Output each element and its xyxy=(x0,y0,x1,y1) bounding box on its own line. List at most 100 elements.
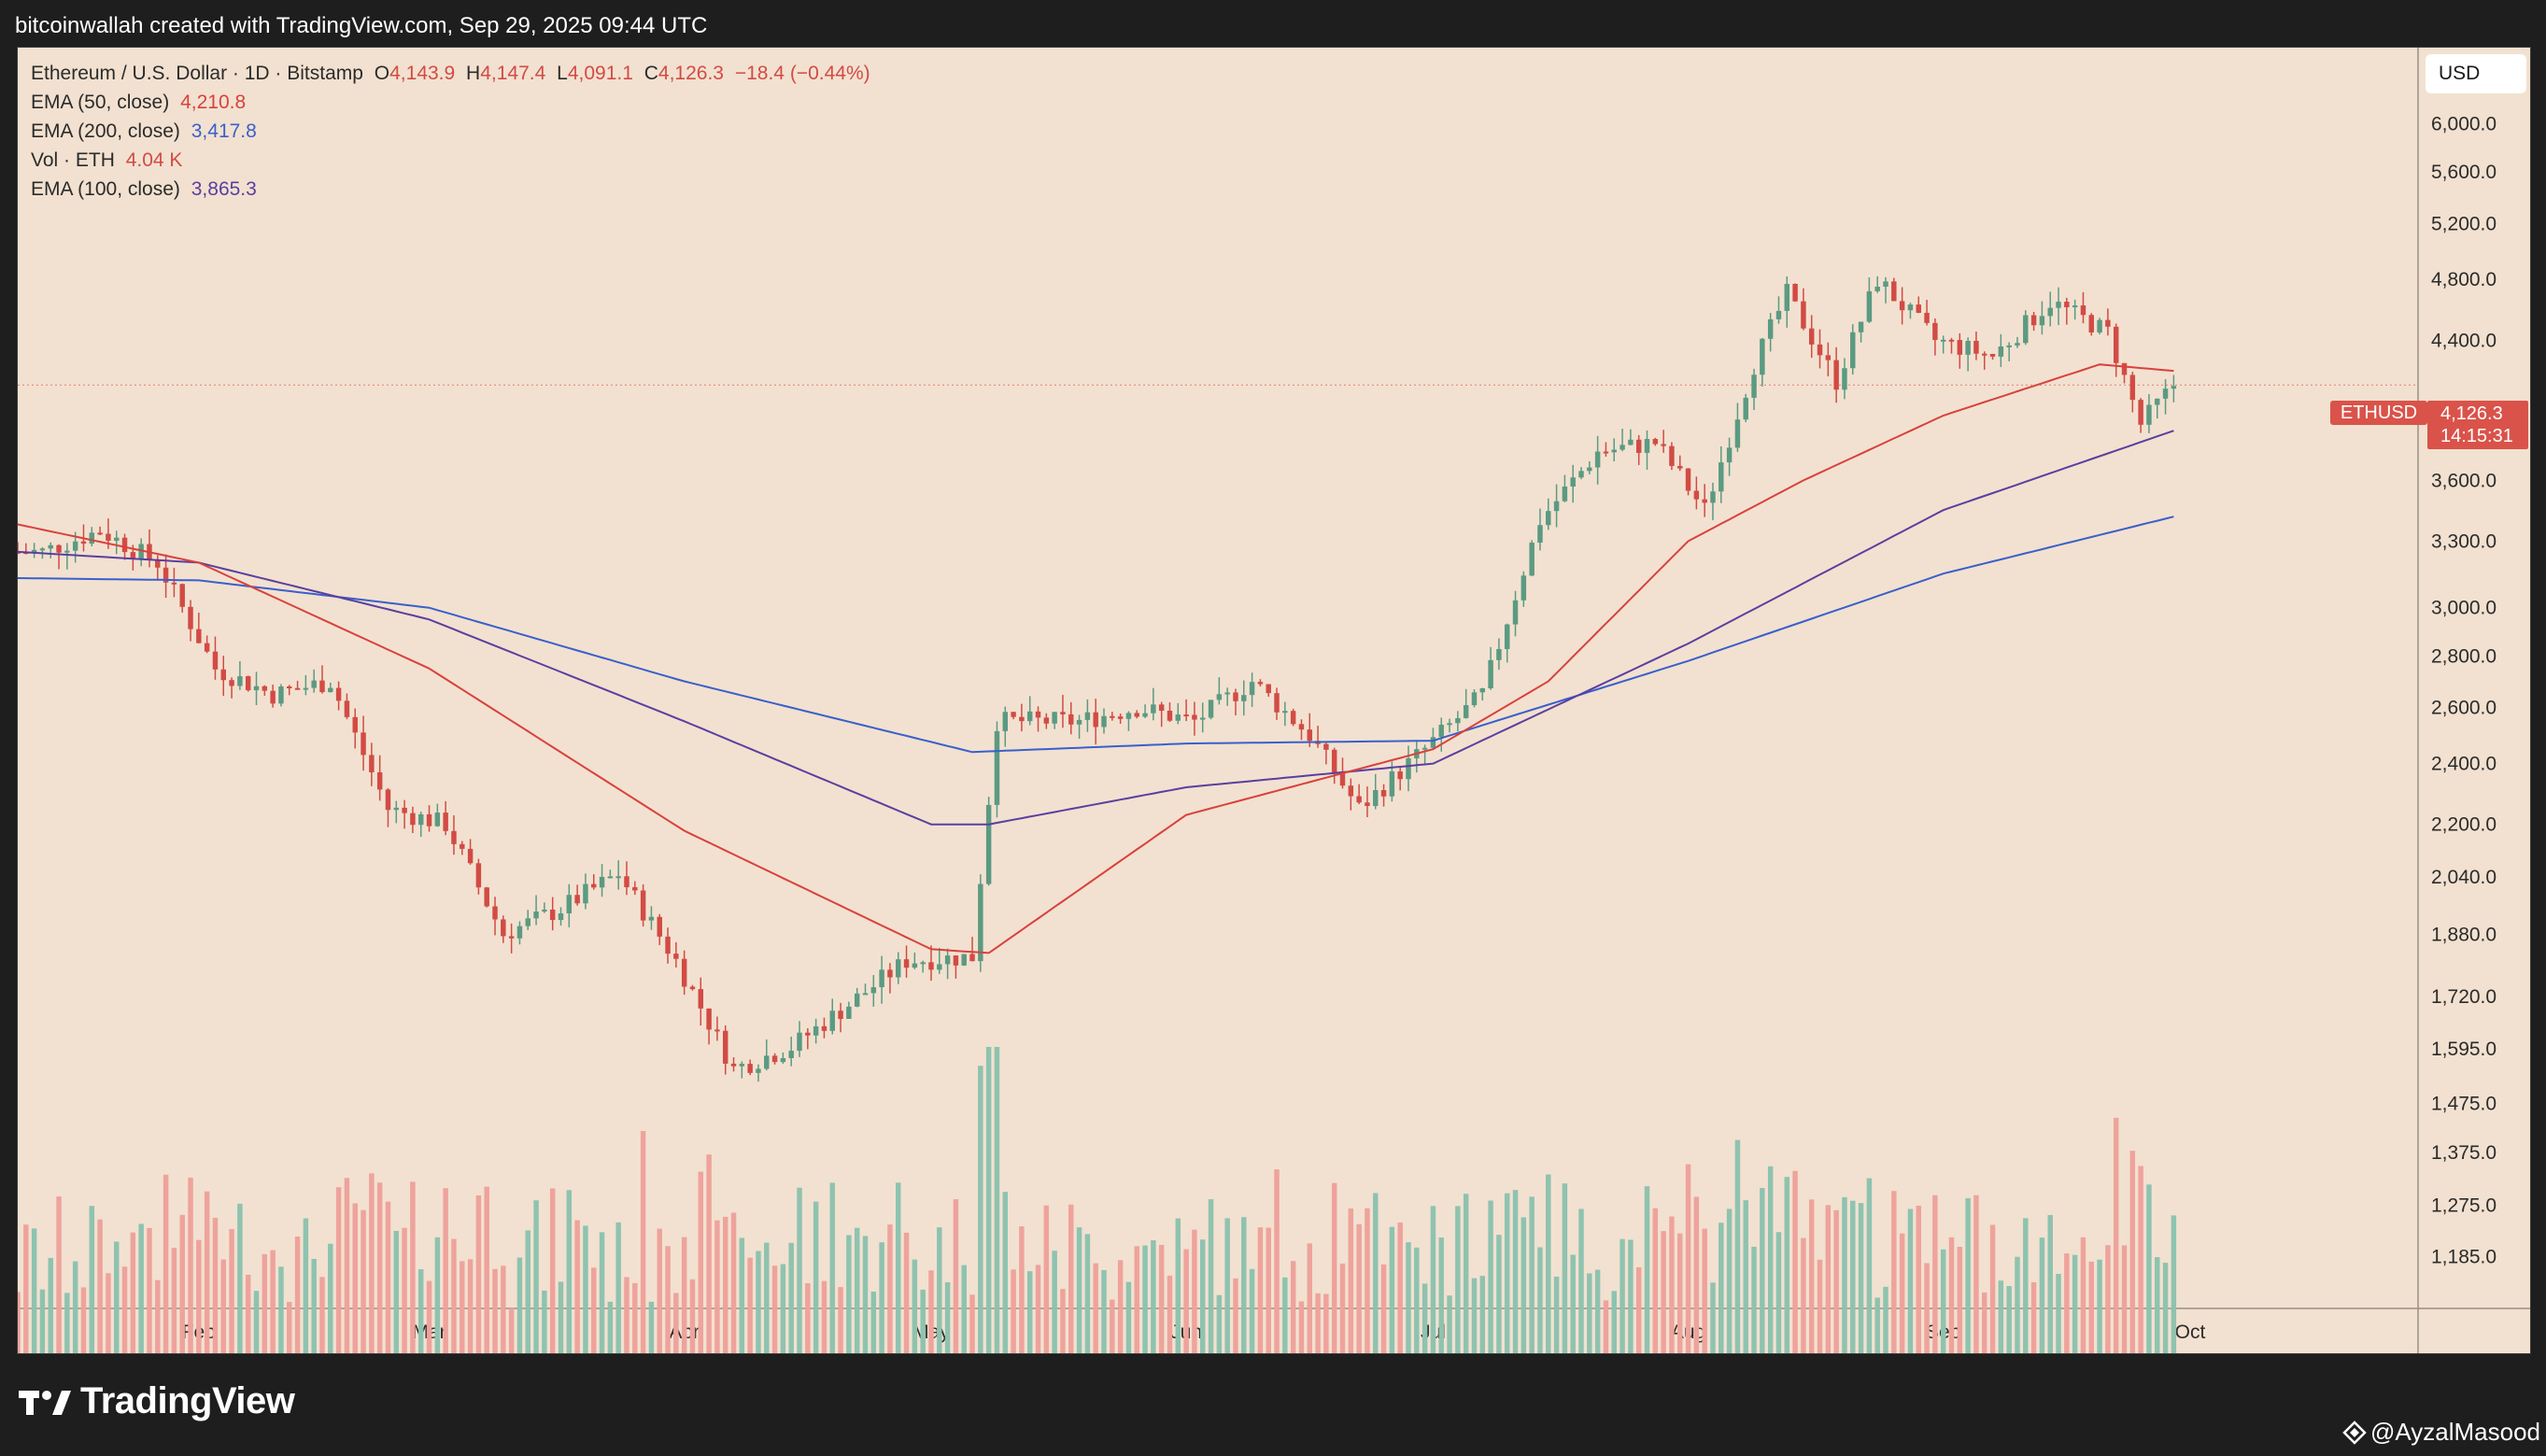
candle-body xyxy=(1389,770,1395,797)
volume-bar xyxy=(1685,1164,1691,1353)
legend-ema100[interactable]: EMA (100, close) 3,865.3 xyxy=(31,175,876,204)
volume-bar xyxy=(1644,1186,1650,1353)
candle-body xyxy=(1224,692,1230,695)
candle-body xyxy=(1142,713,1148,717)
candle-body xyxy=(2146,404,2152,425)
candle-body xyxy=(1850,332,1856,369)
candle-body xyxy=(1266,684,1271,694)
volume-bar xyxy=(253,1291,260,1353)
volume-bar xyxy=(838,1287,843,1353)
legend-ema200[interactable]: EMA (200, close) 3,417.8 xyxy=(31,117,876,146)
currency-button[interactable]: USD xyxy=(2426,54,2526,93)
candle-body xyxy=(2064,302,2070,307)
volume-bar xyxy=(1183,1249,1189,1353)
chart-caption: bitcoinwallah created with TradingView.c… xyxy=(15,13,708,38)
candle-body xyxy=(1125,713,1132,719)
candle-body xyxy=(1784,283,1790,311)
volume-bar xyxy=(1224,1218,1230,1353)
candle-body xyxy=(1587,467,1592,472)
volume-bar xyxy=(640,1131,646,1353)
y-tick-label: 6,000.0 xyxy=(2431,113,2496,134)
volume-bar xyxy=(417,1269,424,1353)
volume-bar xyxy=(1496,1235,1502,1353)
candle-body xyxy=(385,789,391,811)
candle-body xyxy=(632,886,638,891)
volume-bar xyxy=(533,1200,539,1353)
volume-bar xyxy=(1521,1217,1527,1353)
candle-body xyxy=(328,687,333,693)
volume-bar xyxy=(2047,1214,2053,1353)
volume-bar xyxy=(985,1047,992,1353)
volume-bar xyxy=(1479,1276,1486,1353)
volume-bar xyxy=(23,1224,29,1353)
candle-body xyxy=(492,906,498,920)
candle-body xyxy=(2015,343,2020,346)
candle-body xyxy=(1965,340,1971,355)
candle-body xyxy=(928,962,934,970)
y-tick-label: 4,800.0 xyxy=(2431,269,2496,290)
volume-bar xyxy=(1982,1292,1987,1353)
volume-bar xyxy=(179,1214,185,1353)
candle-body xyxy=(121,537,128,553)
volume-bar xyxy=(426,1280,432,1353)
author-handle[interactable]: @AyzalMasood xyxy=(2342,1418,2540,1447)
price-tag-price: 4,126.3 xyxy=(2440,403,2503,424)
volume-bar xyxy=(1726,1209,1733,1353)
candle-body xyxy=(574,895,580,904)
candle-body xyxy=(1406,758,1411,780)
volume-bar xyxy=(1026,1271,1033,1353)
volume-bar xyxy=(2121,1245,2128,1353)
candle-body xyxy=(2080,305,2086,316)
volume-bar xyxy=(944,1281,951,1353)
candle-body xyxy=(780,1058,786,1063)
candle-body xyxy=(229,680,234,686)
volume-bar xyxy=(1850,1200,1856,1353)
volume-bar xyxy=(1167,1275,1173,1353)
candle-body xyxy=(1899,301,1905,311)
volume-bar xyxy=(1471,1278,1478,1353)
candle-body xyxy=(1192,714,1197,720)
legend-ema50[interactable]: EMA (50, close) 4,210.8 xyxy=(31,88,876,117)
volume-bar xyxy=(583,1225,588,1353)
volume-bar xyxy=(204,1191,210,1353)
candle-body xyxy=(516,926,523,939)
candle-body xyxy=(188,606,193,629)
legend-volume[interactable]: Vol · ETH 4.04 K xyxy=(31,146,876,175)
candle-body xyxy=(566,895,573,913)
volume-bar xyxy=(1570,1254,1576,1353)
candle-body xyxy=(1183,714,1189,717)
price-chart[interactable]: 6,000.0 5,600.0 5,200.0 4,800.0 4,400.0 3,600… xyxy=(18,48,2531,1354)
volume-bar xyxy=(1801,1237,1806,1353)
candle-body xyxy=(410,813,416,826)
candle-body xyxy=(648,916,655,921)
candle-body xyxy=(1463,705,1469,718)
open-value: 4,143.9 xyxy=(389,63,456,84)
volume-bar xyxy=(163,1174,169,1353)
candle-body xyxy=(2113,326,2119,363)
candle-body xyxy=(846,1006,852,1019)
legend-symbol-row[interactable]: Ethereum / U.S. Dollar · 1D · Bitstamp O… xyxy=(31,59,876,88)
candle-body xyxy=(2056,302,2061,308)
candle-body xyxy=(1076,719,1082,725)
volume-bar xyxy=(1899,1233,1905,1353)
candle-body xyxy=(1989,353,1996,357)
candle-body xyxy=(2039,316,2045,326)
tradingview-brand[interactable]: TradingView xyxy=(19,1380,295,1422)
volume-label: Vol · ETH xyxy=(31,149,115,171)
candle-body xyxy=(1447,723,1452,726)
candle-body xyxy=(994,730,1000,805)
candle-body xyxy=(1331,749,1337,774)
volume-bar xyxy=(1874,1297,1880,1353)
candle-body xyxy=(887,969,893,978)
volume-bar xyxy=(1356,1223,1362,1353)
candle-body xyxy=(1685,468,1691,491)
candle-body xyxy=(1504,624,1510,649)
chart-panel[interactable]: 6,000.0 5,600.0 5,200.0 4,800.0 4,400.0 3,600… xyxy=(17,47,2531,1354)
x-tick-label: Oct xyxy=(2175,1322,2206,1343)
diamond-logo-icon xyxy=(2342,1420,2367,1445)
candle-body xyxy=(756,1068,761,1073)
volume-bar xyxy=(829,1182,835,1353)
y-tick-label: 3,300.0 xyxy=(2431,530,2496,552)
price-tag-countdown: 14:15:31 xyxy=(2440,426,2513,446)
volume-bar xyxy=(1529,1196,1535,1353)
